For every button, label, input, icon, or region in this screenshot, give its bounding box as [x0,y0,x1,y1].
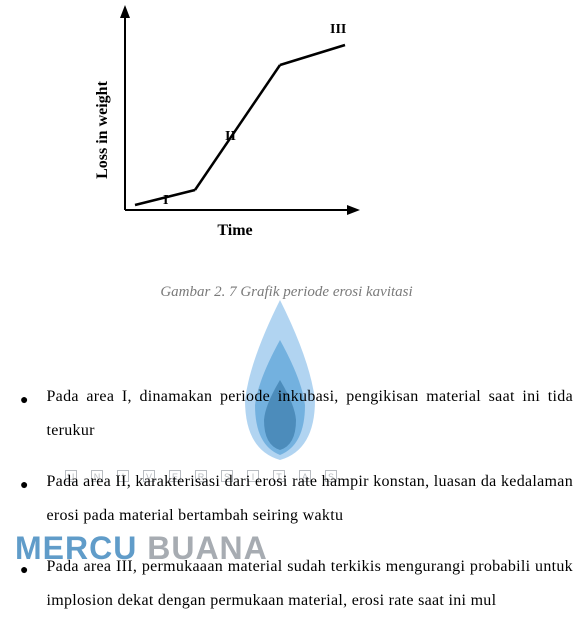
bullet-text: Pada area I, dinamakan periode inkubasi,… [46,380,573,447]
y-axis-label: Loss in weight [94,80,111,178]
bullet-text: Pada area II, karakterisasi dari erosi r… [46,465,573,532]
bullet-icon: ● [20,386,28,415]
list-item: ● Pada area I, dinamakan periode inkubas… [20,380,573,447]
x-axis-label: Time [217,222,252,239]
erosion-chart: I II III Loss in weight Time [85,0,375,240]
region-label-3: III [330,22,346,37]
chart-svg: I II III Loss in weight Time [85,0,375,240]
region-label-2: II [225,129,236,144]
bullet-text: Pada area III, permukaaan material sudah… [46,550,573,617]
bullet-list: ● Pada area I, dinamakan periode inkubas… [20,380,573,636]
list-item: ● Pada area II, karakterisasi dari erosi… [20,465,573,532]
list-item: ● Pada area III, permukaaan material sud… [20,550,573,617]
bullet-icon: ● [20,556,28,585]
region-label-1: I [163,193,168,208]
bullet-icon: ● [20,471,28,500]
